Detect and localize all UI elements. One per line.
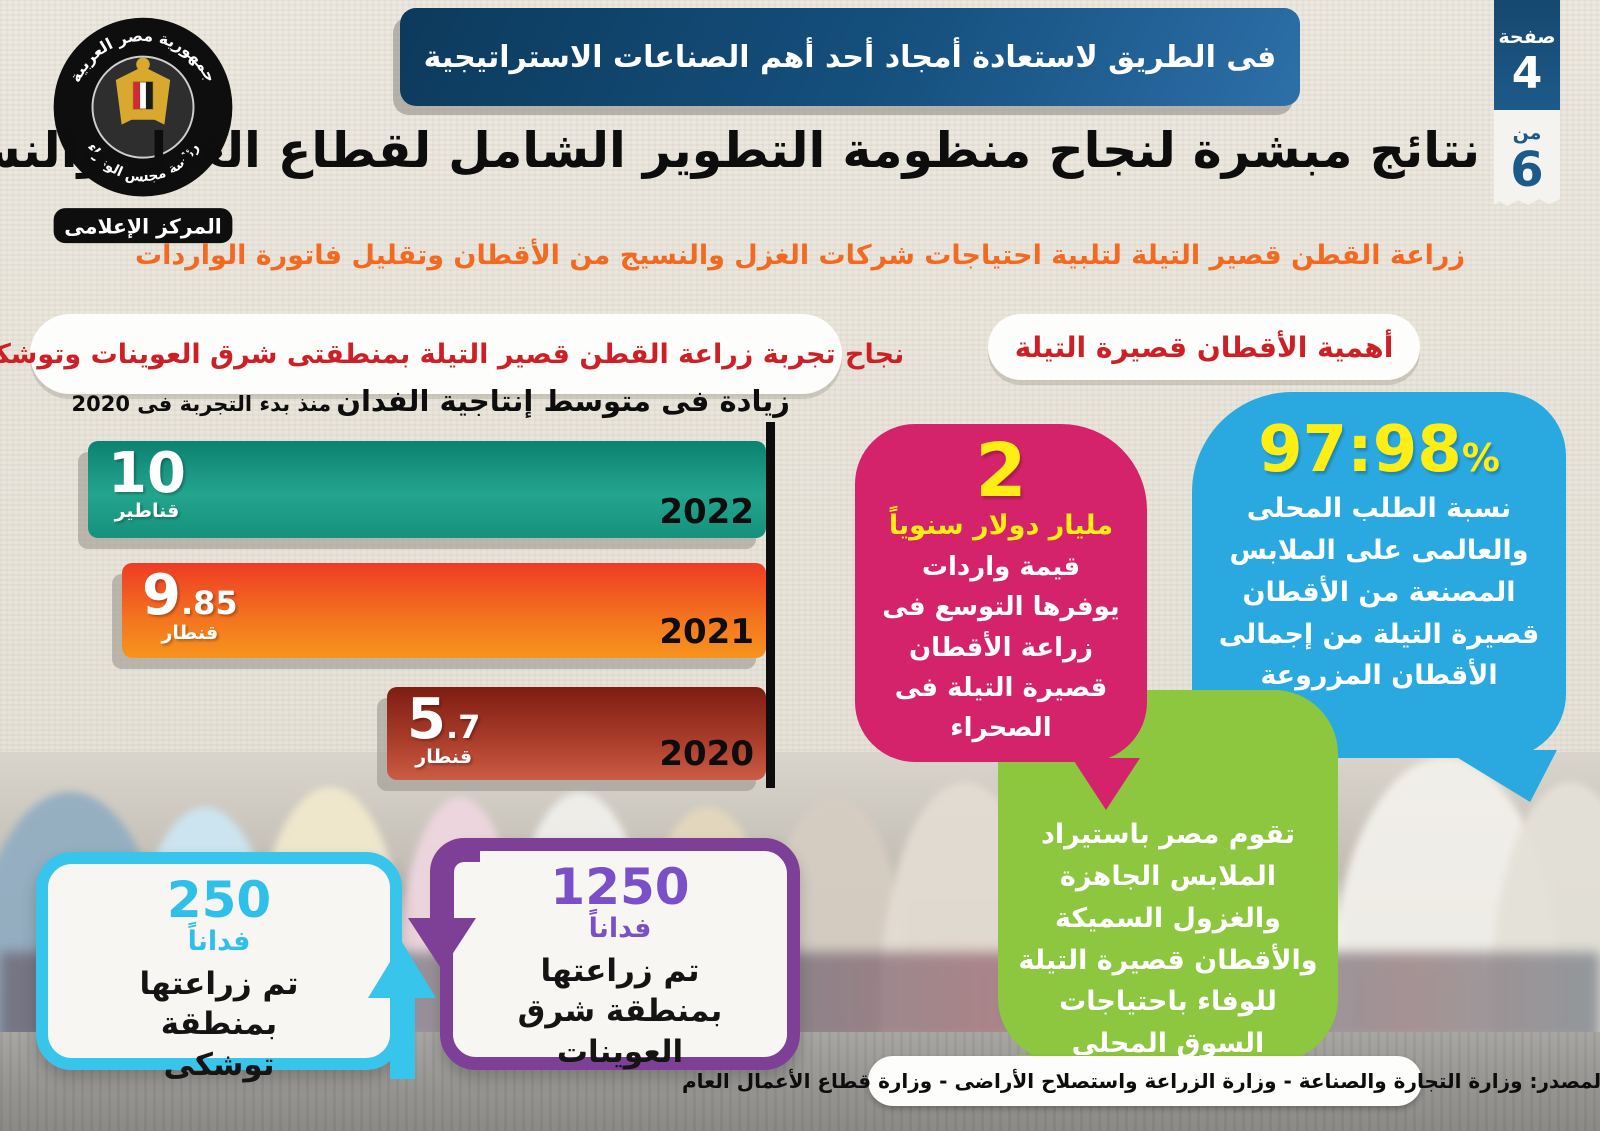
- bar-2021-year: 2021: [659, 612, 754, 652]
- bar-2021-number: 9: [142, 563, 181, 628]
- page-indicator-current: صفحة 4: [1494, 0, 1560, 110]
- chart-title: زيادة فى متوسط إنتاجية الفدان منذ بدء ال…: [72, 384, 790, 418]
- bar-2021-unit: قنطار: [161, 622, 219, 644]
- top-banner-text: فى الطريق لاستعادة أمجاد أحد أهم الصناعا…: [423, 39, 1277, 75]
- page-indicator: صفحة 4 من 6: [1494, 0, 1560, 208]
- page-indicator-total: من 6: [1494, 110, 1560, 207]
- chart-axis-line: [766, 422, 775, 788]
- green-bubble-text: تقوم مصر باستيراد الملابس الجاهزة والغزو…: [1018, 819, 1318, 1060]
- bar-2021-fraction: .85: [180, 584, 238, 622]
- toshka-line-2: بمنطقة: [160, 1006, 278, 1043]
- bar-2021: 9.85 قنطار 2021: [122, 563, 766, 658]
- bar-2020-unit: قنطار: [415, 746, 473, 768]
- owainat-line-1: تم زراعتها: [540, 953, 700, 990]
- bar-2020-year: 2020: [659, 734, 754, 774]
- of-word: من: [1512, 122, 1542, 144]
- toshka-line-1: تم زراعتها: [139, 966, 299, 1003]
- bar-2021-value: 9.85 قنطار: [142, 568, 238, 645]
- pink-bubble-tail: [1072, 758, 1140, 810]
- blue-bubble-text: نسبة الطلب المحلى والعالمى على الملابس ا…: [1218, 493, 1540, 692]
- bar-2022-unit: قناطير: [114, 500, 180, 522]
- government-emblem-logo: جمهورية مصر العربية رئاسة مجلس الوزراء ا…: [36, 10, 250, 248]
- left-section-header: نجاح تجربة زراعة القطن قصير التيلة بمنطق…: [0, 314, 904, 394]
- bar-2020-number: 5: [407, 687, 446, 752]
- total-pages: 6: [1510, 142, 1544, 198]
- owainat-unit: فداناً: [588, 912, 652, 944]
- pink-stat-bubble: 2 مليار دولار سنوياً قيمة واردات يوفرها …: [855, 424, 1147, 762]
- page-subtitle: زراعة القطن قصير التيلة لتلبية احتياجات …: [134, 240, 1466, 271]
- owainat-text: تم زراعتها بمنطقة شرق العوينات: [453, 951, 787, 1072]
- owainat-stat-card: 1250 فداناً تم زراعتها بمنطقة شرق العوين…: [440, 838, 800, 1070]
- pink-bubble-number: 2: [975, 428, 1027, 514]
- bar-2022-year: 2022: [659, 492, 754, 532]
- blue-stat-bubble: 97:98% نسبة الطلب المحلى والعالمى على ال…: [1192, 392, 1566, 758]
- page-title: نتائج مبشرة لنجاح منظومة التطوير الشامل …: [0, 122, 1480, 179]
- bar-2020-fraction: .7: [445, 708, 481, 746]
- svg-text:المركز الإعلامى: المركز الإعلامى: [64, 214, 221, 238]
- chart-title-main: زيادة فى متوسط إنتاجية الفدان: [336, 384, 790, 418]
- toshka-number: 250: [166, 871, 272, 929]
- percent-sign: %: [1461, 436, 1500, 480]
- down-arrow-icon: [408, 918, 476, 970]
- page-number: 4: [1511, 48, 1543, 99]
- owainat-line-2: بمنطقة شرق: [517, 993, 723, 1030]
- bar-2022-number: 10: [108, 441, 186, 506]
- up-arrow-stem: [390, 995, 415, 1079]
- bar-2022-value: 10 قناطير: [108, 446, 186, 523]
- chart-title-sub: منذ بدء التجربة فى 2020: [71, 392, 332, 416]
- right-section-header: أهمية الأقطان قصيرة التيلة: [988, 314, 1420, 380]
- top-banner: فى الطريق لاستعادة أمجاد أحد أهم الصناعا…: [400, 8, 1300, 106]
- bar-2022: 10 قناطير 2022: [88, 441, 766, 538]
- down-arrow-stem: [430, 876, 454, 920]
- egypt-eagle-emblem-icon: جمهورية مصر العربية رئاسة مجلس الوزراء ا…: [53, 17, 233, 244]
- owainat-line-3: العوينات: [556, 1033, 684, 1070]
- right-section-header-text: أهمية الأقطان قصيرة التيلة: [1014, 330, 1394, 364]
- toshka-stat-card: 250 فداناً تم زراعتها بمنطقة توشكى: [36, 852, 402, 1083]
- source-text: المصدر: وزارة التجارة والصناعة - وزارة ا…: [681, 1069, 1600, 1093]
- bar-2020: 5.7 قنطار 2020: [387, 687, 766, 780]
- bar-2020-value: 5.7 قنطار: [407, 692, 481, 769]
- pink-bubble-text: قيمة واردات يوفرها التوسع فى زراعة الأقط…: [882, 552, 1120, 744]
- toshka-text: تم زراعتها بمنطقة توشكى: [48, 964, 390, 1085]
- left-section-header-text: نجاح تجربة زراعة القطن قصير التيلة بمنطق…: [0, 338, 905, 370]
- source-footer: المصدر: وزارة التجارة والصناعة - وزارة ا…: [682, 1056, 1600, 1106]
- page-word: صفحة: [1498, 26, 1556, 48]
- blue-bubble-number: 97:98%: [1258, 413, 1500, 487]
- pink-bubble-number-label: مليار دولار سنوياً: [888, 510, 1114, 541]
- owainat-number: 1250: [550, 858, 690, 916]
- toshka-unit: فداناً: [187, 925, 251, 957]
- toshka-line-3: توشكى: [163, 1046, 275, 1083]
